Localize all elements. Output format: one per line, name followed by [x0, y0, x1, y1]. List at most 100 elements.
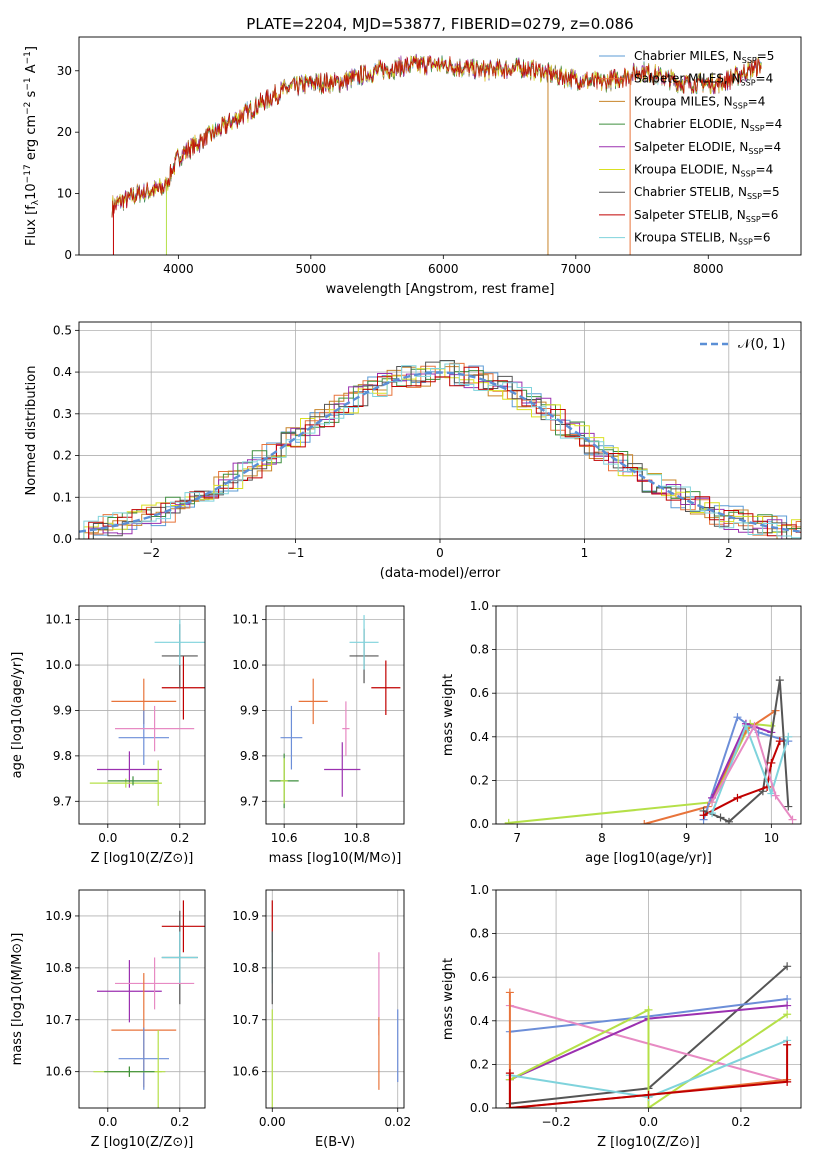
errorbar-point: [118, 710, 169, 765]
x-tick-label: 1: [581, 546, 589, 560]
panel-weight_vs_Z: −0.2 0.0 0.2 0.0 0.2 0.4 0.6 0.8 1.0 Z [log10(Z/Z…: [441, 883, 802, 1150]
axes-frame: [265, 605, 405, 825]
errorbar-point: [324, 742, 361, 797]
series-marker: [775, 737, 784, 746]
series-marker: [708, 809, 717, 818]
x-tick-label: 10.8: [343, 831, 370, 845]
series-line: [509, 1008, 788, 1108]
series-marker: [733, 713, 742, 722]
y-tick-label: 10.6: [232, 1065, 259, 1079]
y-tick-label: 0.4: [470, 1014, 489, 1028]
axes-frame: [78, 605, 206, 825]
y-axis-label: Normed distribution: [24, 366, 39, 496]
y-tick-label: 0.4: [53, 365, 72, 379]
legend: Chabrier MILES, NSSP=5 Salpeter MILES, NS…: [599, 49, 782, 247]
series-marker: [504, 818, 513, 824]
x-tick-label: 4000: [163, 262, 194, 276]
x-tick-label: 10.6: [271, 831, 298, 845]
y-axis-label: mass weight: [441, 674, 456, 756]
series-marker: [783, 1077, 792, 1086]
y-tick-label: 0.6: [470, 686, 489, 700]
x-axis-label: E(B-V): [315, 1135, 355, 1150]
errorbar-point: [280, 705, 303, 770]
y-axis-label: age [log10(age/yr)]: [10, 652, 25, 779]
y-tick-label: 1.0: [470, 883, 489, 897]
y-tick-label: 0.0: [470, 817, 489, 831]
series-marker: [708, 798, 717, 807]
y-tick-label: 0.8: [470, 643, 489, 657]
y-tick-label: 10.6: [45, 1065, 72, 1079]
figure-title: PLATE=2204, MJD=53877, FIBERID=0279, z=0…: [246, 15, 633, 33]
y-tick-label: 10.7: [232, 1013, 259, 1027]
axes-frame: [265, 889, 405, 1109]
histogram-step: [79, 363, 801, 539]
series-marker: [771, 791, 780, 800]
axes-frame: [78, 321, 802, 540]
histogram-step: [79, 360, 801, 539]
x-axis-label: Z [log10(Z/Z⊙)]: [91, 1135, 194, 1150]
x-tick-label: 0: [436, 546, 444, 560]
axes-frame: [495, 605, 802, 825]
x-tick-label: 5000: [296, 262, 327, 276]
errorbar-point: [349, 615, 379, 670]
x-tick-label: 0.02: [384, 1115, 411, 1129]
errorbar-point: [97, 751, 162, 788]
panel-mass_vs_ebv: 0.00 0.02 10.6 10.7 10.8 10.9 E(B-V): [232, 889, 411, 1150]
errorbar-point: [107, 776, 159, 786]
x-tick-label: 0.2: [170, 831, 189, 845]
y-tick-label: 30: [57, 64, 72, 78]
errorbar-point: [97, 960, 162, 1023]
y-tick-label: 10.0: [232, 658, 259, 672]
series-marker: [783, 1010, 792, 1019]
x-tick-label: 6000: [428, 262, 459, 276]
legend-entry: Kroupa ELODIE, NSSP=4: [634, 163, 773, 179]
series-marker: [775, 676, 784, 685]
series-line: [703, 679, 790, 824]
x-axis-label: Z [log10(Z/Z⊙)]: [597, 1135, 700, 1150]
errorbar-point: [89, 778, 162, 788]
y-tick-label: 9.8: [240, 749, 259, 763]
errorbar-point: [154, 619, 205, 666]
legend-entry: Chabrier MILES, NSSP=5: [634, 49, 774, 65]
legend-entry: Kroupa STELIB, NSSP=6: [634, 231, 771, 247]
y-tick-label: 10: [57, 187, 72, 201]
y-tick-label: 0.3: [53, 407, 72, 421]
x-axis-label: wavelength [Angstrom, rest frame]: [326, 282, 555, 297]
axes-frame: [78, 36, 802, 256]
plot-area: [93, 900, 205, 1108]
y-tick-label: 0: [64, 248, 72, 262]
errorbar-point: [118, 1027, 169, 1090]
series-marker: [733, 793, 742, 802]
y-tick-label: 0.0: [53, 532, 72, 546]
axes-frame: [495, 889, 802, 1109]
legend-entry: Chabrier STELIB, NSSP=5: [634, 185, 780, 201]
x-tick-label: 9: [683, 831, 691, 845]
series-marker: [640, 820, 649, 824]
series-marker: [788, 815, 797, 824]
histogram-step: [79, 360, 801, 539]
series-marker: [784, 732, 793, 741]
gaussian-curve: [79, 371, 801, 533]
legend-entry: Salpeter ELODIE, NSSP=4: [634, 140, 781, 156]
x-tick-label: 0.00: [259, 1115, 286, 1129]
y-tick-label: 0.2: [53, 449, 72, 463]
histogram-step: [79, 366, 801, 539]
y-tick-label: 9.9: [53, 703, 72, 717]
panel-residuals: −2 −1 0 1 2 0.0 0.1 0.2 0.3 0.4 0.5 (data-model)/er…: [24, 321, 802, 581]
series-marker: [750, 721, 759, 730]
x-axis-label: Z [log10(Z/Z⊙)]: [91, 851, 194, 866]
series-marker: [644, 1104, 653, 1108]
y-tick-label: 10.7: [45, 1013, 72, 1027]
series-line: [644, 709, 777, 824]
errorbar-point: [115, 957, 195, 1010]
y-tick-label: 0.4: [470, 730, 489, 744]
legend-entry: Salpeter STELIB, NSSP=6: [634, 208, 778, 224]
y-axis-label: mass weight: [441, 958, 456, 1040]
series-marker: [767, 758, 776, 767]
x-tick-label: 0.0: [98, 831, 117, 845]
errorbar-point: [298, 678, 328, 725]
panel-spectrum: 4000 5000 6000 7000 8000 0 10 20 30 wavelength [A…: [23, 36, 802, 297]
panel-mass_vs_Z: 0.0 0.2 10.6 10.7 10.8 10.9 Z [log10(Z/Z⊙)] mas…: [10, 889, 206, 1150]
y-tick-label: 0.6: [470, 970, 489, 984]
errorbar-point: [342, 701, 350, 756]
